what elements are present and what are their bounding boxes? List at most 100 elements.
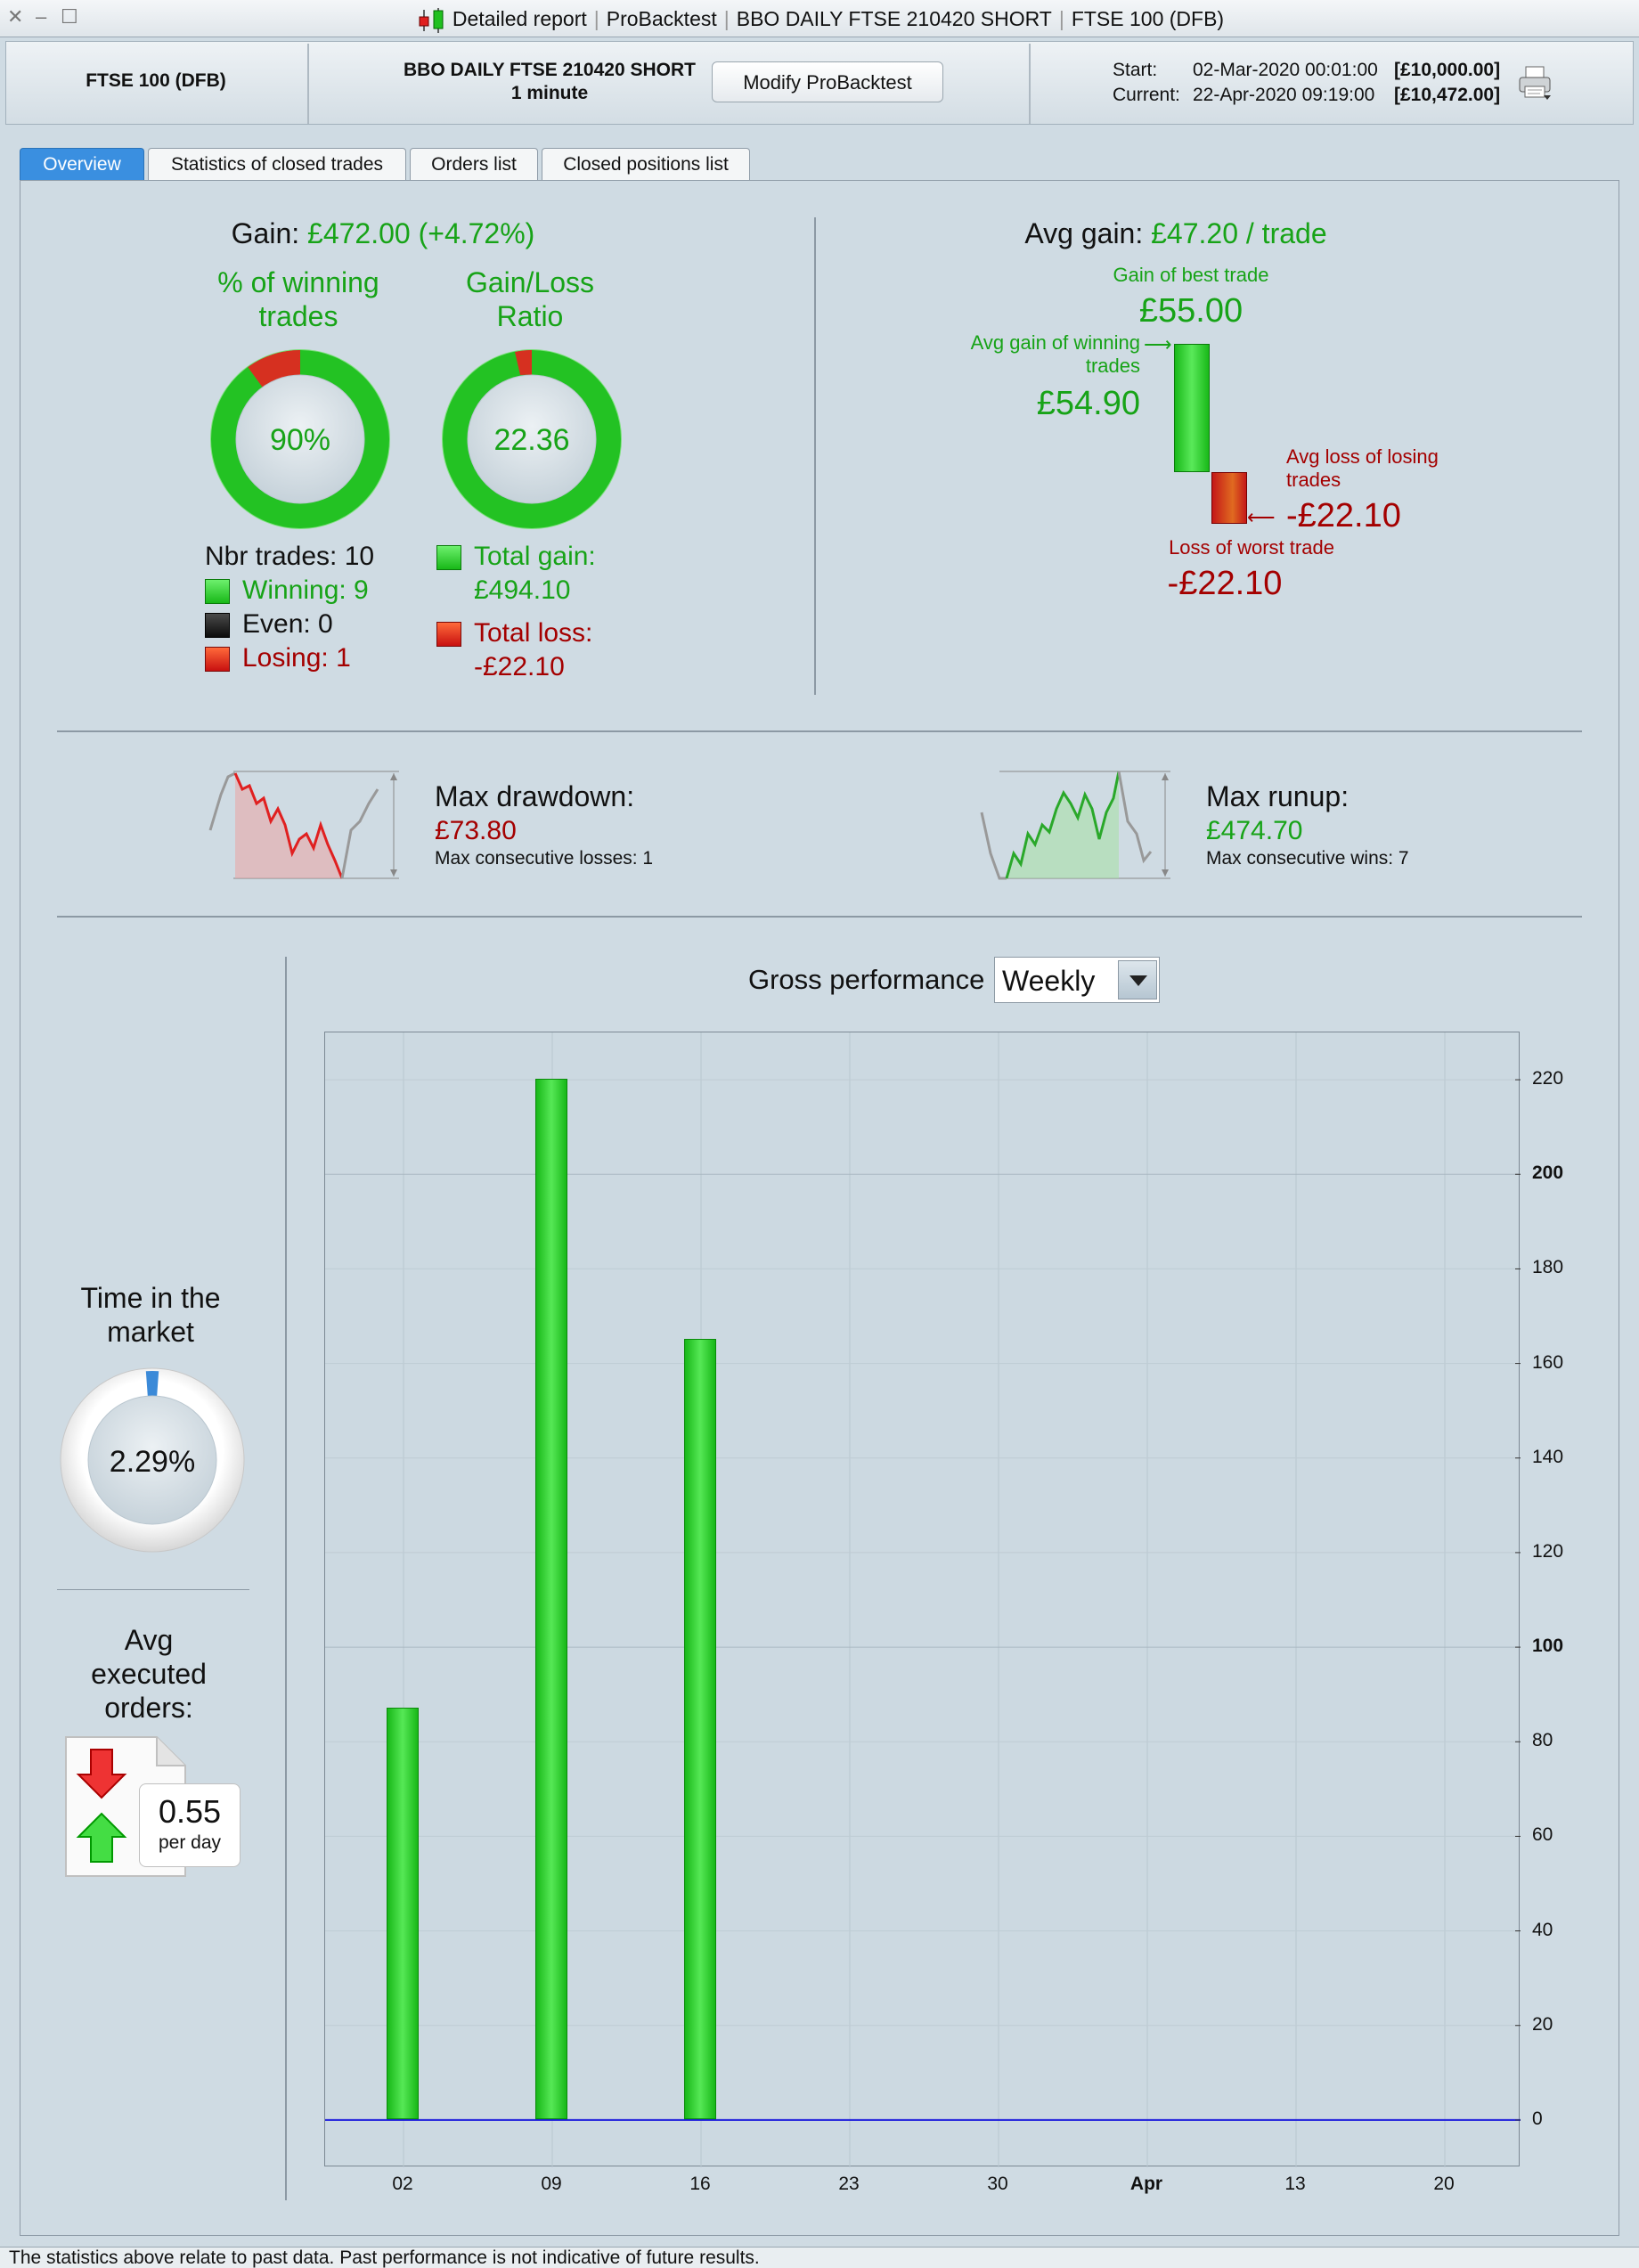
gain-loss-ratio-donut: 22.36 — [442, 349, 622, 529]
sidebar-separator — [57, 1589, 249, 1590]
maximize-window-icon[interactable]: ☐ — [61, 5, 78, 28]
time-in-market-value: 2.29% — [110, 1445, 195, 1479]
section-divider — [57, 916, 1582, 918]
avg-orders-box: 0.55 per day — [139, 1783, 241, 1867]
time-in-market-donut: 2.29% — [60, 1367, 245, 1553]
period-select[interactable]: Weekly — [994, 957, 1160, 1003]
total-loss-swatch — [436, 622, 461, 647]
max-consecutive-losses: Max consecutive losses: 1 — [435, 848, 654, 869]
y-tick-label: 220 — [1532, 1068, 1564, 1089]
chevron-down-icon[interactable] — [1118, 960, 1157, 999]
avg-win-value: £54.90 — [1036, 385, 1140, 422]
performance-chart-area — [324, 1032, 1521, 2167]
worst-trade-value: -£22.10 — [1167, 565, 1283, 602]
x-tick-label: 09 — [541, 2174, 562, 2194]
even-legend-swatch — [205, 613, 230, 638]
max-drawdown-title: Max drawdown: — [435, 780, 635, 812]
max-drawdown-value: £73.80 — [435, 816, 517, 845]
x-tick-label: 02 — [392, 2174, 413, 2194]
y-tick-label: 100 — [1532, 1636, 1564, 1657]
candlestick-icon — [415, 7, 447, 33]
gain-value: £472.00 (+4.72%) — [307, 217, 535, 249]
tab-statistics-closed-trades[interactable]: Statistics of closed trades — [148, 148, 406, 182]
ratio-title: Gain/Loss Ratio — [465, 266, 595, 332]
avg-win-label: Avg gain of winning trades — [970, 331, 1140, 377]
time-in-market-title: Time in the market — [80, 1282, 221, 1348]
avg-loss-label: Avg loss of losing trades — [1286, 445, 1439, 491]
performance-title: Gross performance — [748, 964, 985, 995]
avg-gain-value: £47.20 / trade — [1151, 217, 1327, 249]
avg-loss-bar — [1211, 472, 1247, 524]
total-loss-value: -£22.10 — [474, 652, 565, 681]
gain-summary: Gain: £472.00 (+4.72%) — [214, 217, 552, 250]
losing-legend-swatch — [205, 647, 230, 672]
y-tick-label: 200 — [1532, 1163, 1564, 1184]
sell-arrow-icon — [76, 1749, 127, 1799]
start-label: Start: — [1113, 60, 1158, 80]
start-date: 02-Mar-2020 00:01:00 — [1193, 60, 1378, 80]
avg-loss-value: -£22.10 — [1286, 497, 1401, 534]
avg-orders-unit: per day — [158, 1832, 222, 1853]
y-tick-label: 80 — [1532, 1730, 1553, 1751]
print-icon[interactable] — [1517, 65, 1554, 105]
disclaimer: The statistics above relate to past data… — [0, 2247, 1639, 2268]
y-tick-label: 20 — [1532, 2013, 1553, 2035]
current-date: 22-Apr-2020 09:19:00 — [1193, 85, 1375, 105]
ratio-value: 22.36 — [493, 423, 569, 457]
x-tick-label: Apr — [1129, 2174, 1163, 2194]
max-runup-value: £474.70 — [1206, 816, 1303, 845]
winning-legend-swatch — [205, 579, 230, 604]
pct-winning-donut: 90% — [210, 349, 390, 529]
nbr-trades: Nbr trades: 10 — [205, 542, 375, 571]
winning-count: Winning: 9 — [242, 575, 369, 605]
avg-orders-title: Avg executed orders: — [91, 1624, 207, 1724]
pct-winning-value: 90% — [270, 423, 330, 457]
total-gain-swatch — [436, 545, 461, 570]
pct-losing-segment — [248, 350, 300, 388]
y-tick-label: 120 — [1532, 1540, 1564, 1562]
y-tick-label: 140 — [1532, 1446, 1564, 1467]
tab-closed-positions-list[interactable]: Closed positions list — [542, 148, 750, 182]
best-trade-label: Gain of best trade — [1113, 264, 1269, 286]
max-consecutive-wins: Max consecutive wins: 7 — [1206, 848, 1409, 869]
avg-gain-label: Avg gain: — [1024, 217, 1144, 249]
title-bar: ✕ – ☐ Detailed report | ProBacktest | BBO DA… — [0, 0, 1639, 37]
avg-orders-value: 0.55 — [158, 1793, 222, 1830]
avg-gain-summary: Avg gain: £47.20 / trade — [980, 217, 1372, 250]
total-gain-label: Total gain: — [474, 542, 596, 571]
title-part: FTSE 100 (DFB) — [1071, 7, 1225, 30]
close-window-icon[interactable]: ✕ — [7, 5, 24, 28]
losing-count: Losing: 1 — [242, 643, 351, 673]
instrument-name: FTSE 100 (DFB) — [86, 70, 226, 91]
current-label: Current: — [1113, 85, 1180, 105]
best-trade-value: £55.00 — [1138, 292, 1244, 330]
y-tick-label: 160 — [1532, 1351, 1564, 1373]
period-select-value: Weekly — [1002, 965, 1096, 997]
modify-probacktest-button[interactable]: Modify ProBacktest — [712, 61, 943, 102]
y-tick-label: 60 — [1532, 1824, 1553, 1846]
current-capital: [£10,472.00] — [1394, 85, 1501, 105]
title-part: ProBacktest — [606, 7, 717, 30]
x-tick-label: 16 — [689, 2174, 711, 2194]
window-title: Detailed report | ProBacktest | BBO DAILY FT… — [0, 7, 1639, 33]
ratio-loss-segment — [515, 350, 532, 375]
minimize-window-icon[interactable]: – — [36, 5, 47, 28]
x-tick-label: 20 — [1433, 2174, 1455, 2194]
worst-trade-label: Loss of worst trade — [1169, 536, 1334, 559]
start-capital: [£10,000.00] — [1394, 60, 1501, 80]
tab-orders-list[interactable]: Orders list — [410, 148, 538, 182]
gain-label: Gain: — [231, 217, 300, 249]
performance-bar — [535, 1079, 567, 2119]
top-section-divider — [814, 217, 816, 695]
performance-bar — [387, 1708, 419, 2119]
x-tick-label: 13 — [1284, 2174, 1306, 2194]
y-tick-label: 0 — [1532, 2108, 1543, 2129]
tab-overview[interactable]: Overview — [20, 148, 144, 182]
title-part: Detailed report — [452, 7, 587, 30]
y-tick-label: 40 — [1532, 1919, 1553, 1940]
total-gain-value: £494.10 — [474, 575, 571, 605]
section-divider — [57, 730, 1582, 732]
buy-arrow-icon — [76, 1812, 127, 1863]
time-in-market-segment — [145, 1371, 159, 1397]
y-tick-label: 180 — [1532, 1257, 1564, 1278]
